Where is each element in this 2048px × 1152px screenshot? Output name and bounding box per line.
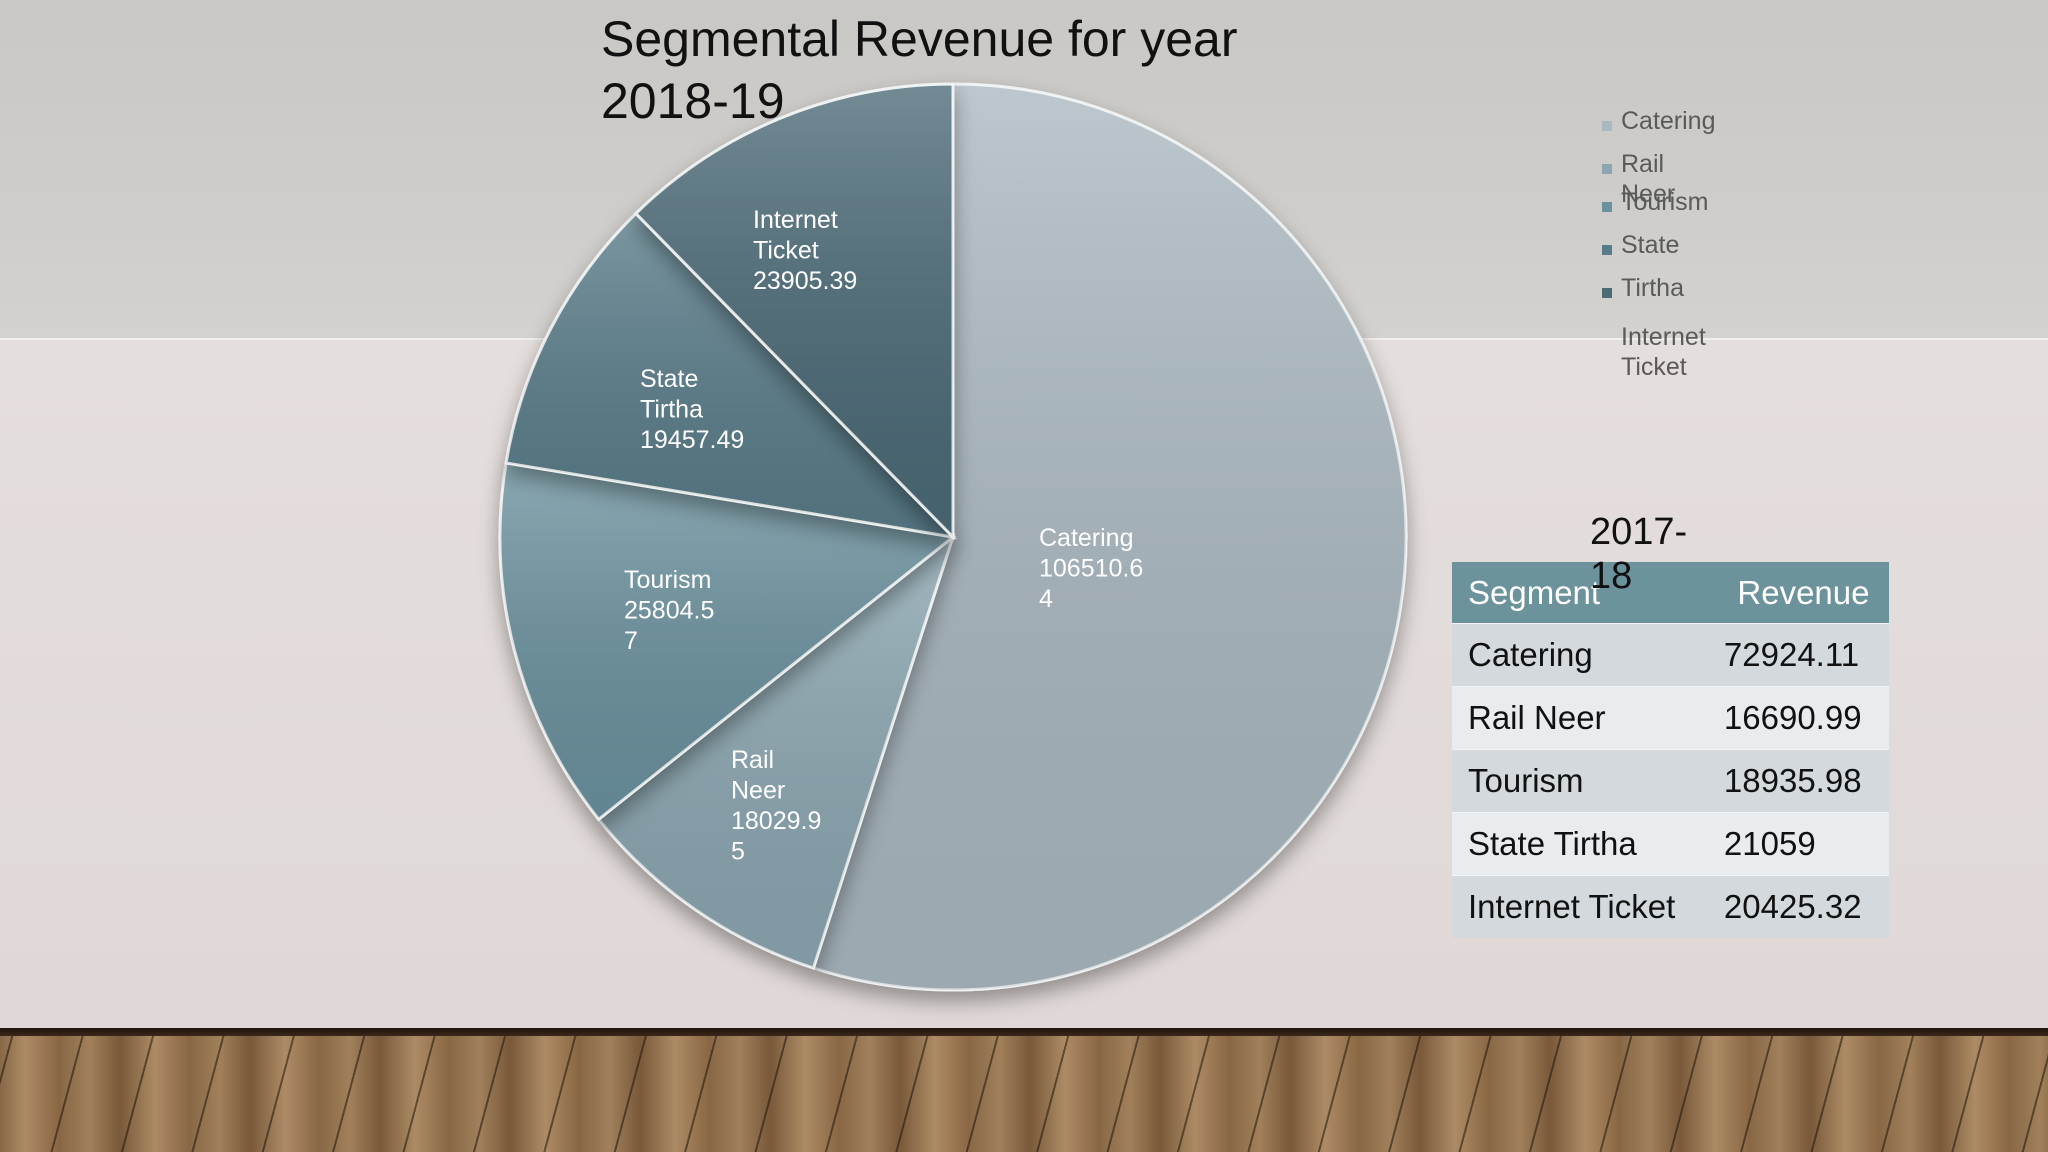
- legend-swatch: [1602, 164, 1612, 174]
- table-row: State Tirtha 21059: [1452, 812, 1889, 876]
- pie-slice-label: Tourism 25804.5 7: [624, 566, 714, 655]
- table-cell-segment: Rail Neer: [1452, 686, 1718, 750]
- pie-slice-shine: [635, 84, 953, 537]
- legend-swatch: [1602, 121, 1612, 131]
- legend-label: Tourism: [1621, 188, 1709, 216]
- pie-slice-label: State Tirtha 19457.49: [640, 365, 744, 454]
- table-row: Catering 72924.11: [1452, 623, 1889, 687]
- table-cell-segment: Catering: [1452, 623, 1718, 687]
- legend-swatch: [1602, 245, 1612, 255]
- table-row: Internet Ticket 20425.32: [1452, 875, 1889, 938]
- table-cell-revenue: 18935.98: [1717, 749, 1889, 813]
- pie-slice-shine: [506, 213, 953, 537]
- table-header-revenue: Revenue: [1717, 562, 1889, 624]
- pie-slice-label: Rail Neer 18029.9 5: [731, 746, 821, 866]
- table-cell-segment: Internet Ticket: [1452, 875, 1718, 938]
- table-year-label: 2017- 18: [1590, 511, 1688, 597]
- legend-swatch: [1602, 202, 1612, 212]
- table-cell-revenue: 20425.32: [1717, 875, 1889, 938]
- pie-slice-shine: [813, 84, 1406, 990]
- table-row: Tourism 18935.98: [1452, 749, 1889, 813]
- pie-chart: Catering 106510.6 4 Rail Neer 18029.9 5 Tourism…: [498, 82, 1408, 992]
- pie-slice-label: Internet Ticket 23905.39: [753, 206, 857, 295]
- legend-label: Internet Ticket: [1621, 323, 1706, 381]
- pie-slice-shine: [500, 462, 953, 820]
- legend-label: State: [1621, 231, 1680, 259]
- table-cell-revenue: 21059: [1717, 812, 1889, 876]
- pie-slice-label: Catering 106510.6 4: [1039, 524, 1143, 613]
- table-cell-revenue: 16690.99: [1717, 686, 1889, 750]
- table-cell-segment: Tourism: [1452, 749, 1718, 813]
- pie-slice-shine: [598, 537, 953, 968]
- wooden-floor: [0, 1028, 2048, 1152]
- legend-label: Tirtha: [1621, 274, 1684, 302]
- legend-label: Rail Neer: [1621, 150, 1676, 208]
- table-cell-revenue: 72924.11: [1717, 623, 1889, 687]
- table-header-row: Segment Revenue: [1452, 562, 1889, 624]
- table-header-segment: Segment: [1452, 562, 1718, 624]
- table-row: Rail Neer 16690.99: [1452, 686, 1889, 750]
- revenue-table: Segment Revenue Catering 72924.11 Rail N…: [1452, 562, 1889, 938]
- chart-title: Segmental Revenue for year 2018-19: [601, 11, 1238, 129]
- table-cell-segment: State Tirtha: [1452, 812, 1718, 876]
- legend-swatch: [1602, 288, 1612, 298]
- legend-label: Catering: [1621, 107, 1716, 135]
